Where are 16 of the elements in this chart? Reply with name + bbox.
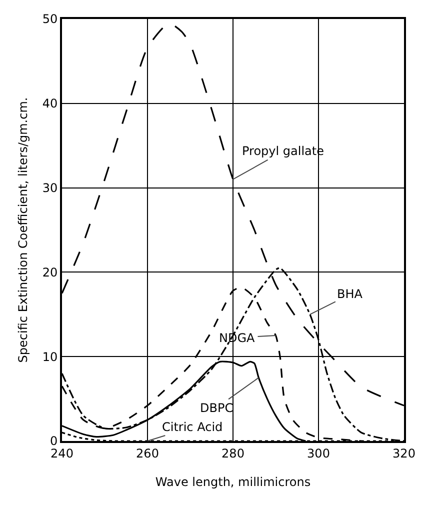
text: BHA [337, 287, 364, 301]
x-tick-label: 280 [222, 446, 244, 460]
x-tick-label: 260 [136, 446, 159, 460]
series-label: Citric Acid [162, 420, 223, 434]
y-tick-label: 40 [42, 96, 58, 111]
x-tick-label: 320 [392, 446, 416, 460]
y-tick-label: 50 [42, 12, 58, 26]
y-tick-label: 20 [42, 265, 58, 280]
x-axis-title: Wave length, millimicrons [155, 474, 311, 489]
y-tick-label: 10 [42, 350, 58, 364]
y-axis-title: Specific Extinction Coefficient, liters/gm.cm. [16, 97, 30, 363]
y-tick-label: 0 [50, 434, 58, 448]
x-tick-label: 240 [50, 446, 74, 460]
series-label: DBPC [200, 401, 234, 415]
x-tick-label: 300 [307, 446, 330, 460]
y-tick-label: 30 [42, 181, 58, 195]
